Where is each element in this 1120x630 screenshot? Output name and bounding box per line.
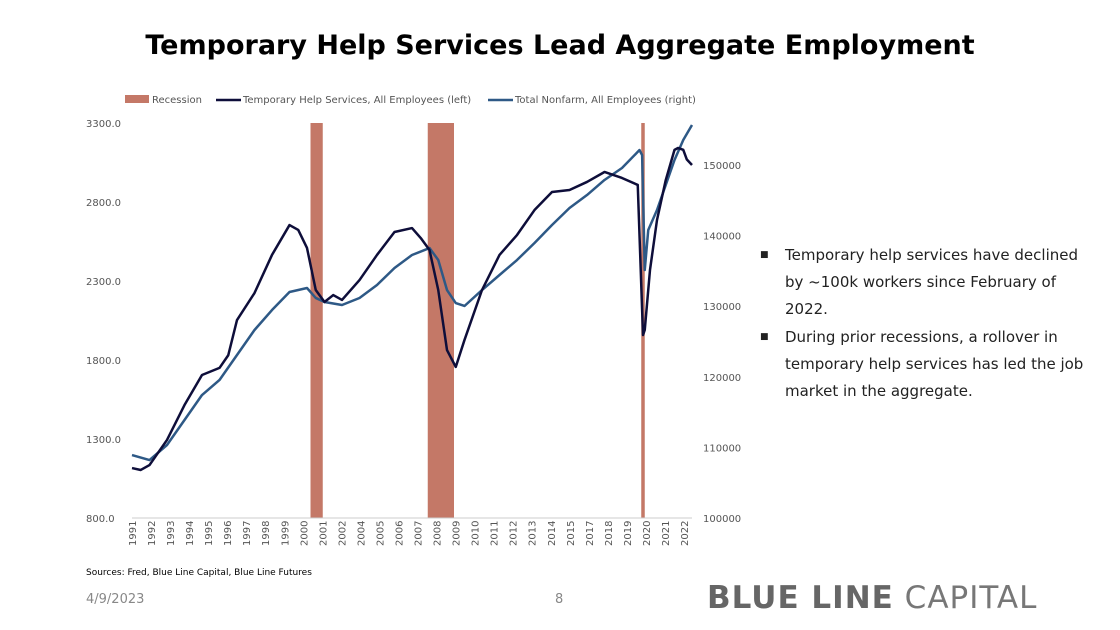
- y-right-tick-label: 120000: [703, 373, 741, 384]
- slide-date: 4/9/2023: [86, 592, 145, 607]
- x-tick-label: 2002: [337, 521, 348, 546]
- y-left-tick-label: 3300.0: [86, 119, 121, 130]
- x-tick-label: 2021: [661, 521, 672, 546]
- x-tick-label: 2006: [394, 521, 405, 546]
- x-tick-label: 2014: [547, 521, 558, 546]
- y-right-tick-label: 150000: [703, 161, 741, 172]
- x-tick-label: 2009: [452, 521, 463, 546]
- x-tick-label: 1992: [147, 521, 158, 546]
- temp-help-series-line: [131, 146, 693, 472]
- y-left-tick-label: 2300.0: [86, 277, 121, 288]
- y-right-tick-label: 110000: [703, 443, 741, 454]
- x-tick-label: 2005: [375, 521, 386, 546]
- sources-note: Sources: Fred, Blue Line Capital, Blue L…: [86, 568, 312, 578]
- x-tick-label: 1995: [204, 521, 215, 546]
- x-tick-label: 2007: [414, 521, 425, 546]
- legend-label-nonfarm: Total Nonfarm, All Employees (right): [514, 95, 696, 106]
- y-left-tick-label: 1300.0: [86, 435, 121, 446]
- x-tick-label: 2022: [680, 521, 691, 546]
- y-right-tick-label: 100000: [703, 514, 741, 525]
- x-tick-label: 1994: [185, 521, 196, 546]
- x-tick-label: 2018: [604, 521, 615, 546]
- company-logo: BLUE LINE CAPITAL: [707, 580, 1038, 616]
- x-tick-label: 2008: [433, 521, 444, 546]
- y-left-tick-label: 800.0: [86, 514, 115, 525]
- y-right-tick-label: 130000: [703, 302, 741, 313]
- bullet-1: ■ Temporary help services have declined b…: [760, 242, 1090, 323]
- x-tick-label: 1999: [280, 521, 291, 546]
- x-tick-label: 2013: [528, 521, 539, 546]
- x-tick-label: 2017: [585, 521, 596, 546]
- x-tick-label: 2010: [471, 521, 482, 546]
- x-tick-label: 2000: [299, 521, 310, 546]
- x-tick-label: 1993: [166, 521, 177, 546]
- x-tick-label: 2012: [509, 521, 520, 546]
- line-chart: 800.0 1300.0 1800.0 2300.0 2800.0 3300.0 10000…: [86, 95, 741, 546]
- x-tick-label: 2001: [318, 521, 329, 546]
- legend-swatch-recession: [125, 95, 149, 103]
- bullet-icon: ■: [760, 332, 769, 342]
- y-left-tick-label: 1800.0: [86, 356, 121, 367]
- x-tick-label: 2004: [356, 521, 367, 546]
- x-tick-label: 2019: [623, 521, 634, 546]
- bullet-2: ■ During prior recessions, a rollover in …: [760, 324, 1090, 405]
- x-tick-label: 2011: [490, 521, 501, 546]
- y-right-tick-label: 140000: [703, 232, 741, 243]
- x-tick-label: 2020: [642, 521, 653, 546]
- x-tick-label: 1996: [223, 521, 234, 546]
- recession-bar: [427, 123, 454, 518]
- nonfarm-series-line: [131, 124, 694, 462]
- y-left-tick-label: 2800.0: [86, 198, 121, 209]
- x-tick-label: 1997: [242, 521, 253, 546]
- bullet-icon: ■: [760, 250, 769, 260]
- x-tick-label: 2015: [566, 521, 577, 546]
- legend-label-recession: Recession: [152, 95, 202, 106]
- x-tick-label: 1991: [128, 521, 139, 546]
- legend-label-temp: Temporary Help Services, All Employees (…: [242, 95, 471, 106]
- chart-title: Temporary Help Services Lead Aggregate E…: [145, 30, 975, 61]
- page-number: 8: [555, 592, 564, 607]
- recession-bar: [310, 123, 323, 518]
- x-tick-label: 1998: [261, 521, 272, 546]
